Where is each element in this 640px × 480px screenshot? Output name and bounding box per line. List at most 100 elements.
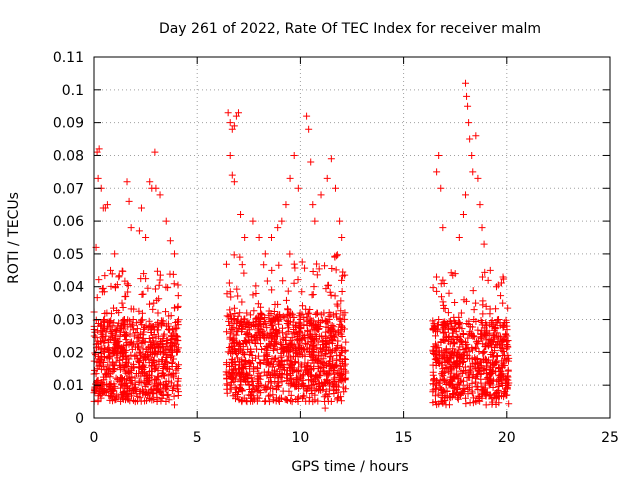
data-point <box>309 268 317 276</box>
data-point <box>325 385 333 393</box>
data-point <box>483 365 491 373</box>
data-point <box>113 326 121 334</box>
data-point <box>495 316 503 324</box>
data-point <box>250 396 258 404</box>
data-point <box>131 398 139 406</box>
data-point <box>472 383 480 391</box>
data-point <box>144 381 152 389</box>
data-point <box>456 381 464 389</box>
data-point <box>145 335 153 343</box>
data-point <box>285 328 293 336</box>
data-point <box>492 332 500 340</box>
data-point <box>462 191 470 199</box>
y-tick-label: 0.02 <box>53 345 84 361</box>
data-point <box>168 333 176 341</box>
data-point <box>450 384 458 392</box>
data-point <box>124 395 132 403</box>
data-point <box>162 386 170 394</box>
data-point <box>266 373 274 381</box>
data-point <box>164 391 172 399</box>
data-point <box>166 270 174 278</box>
data-point <box>237 211 245 219</box>
data-point <box>226 306 234 314</box>
data-point <box>466 374 474 382</box>
data-point <box>254 364 262 372</box>
data-point <box>225 313 233 321</box>
data-point <box>128 392 136 400</box>
data-point <box>278 370 286 378</box>
data-point <box>505 400 513 408</box>
data-point <box>265 358 273 366</box>
data-point <box>113 391 121 399</box>
y-tick-label: 0.11 <box>53 50 84 66</box>
data-point <box>304 310 312 318</box>
data-point <box>474 174 482 182</box>
data-point <box>230 345 238 353</box>
data-point <box>107 310 115 318</box>
data-point <box>158 394 166 402</box>
data-point <box>279 345 287 353</box>
data-point <box>234 292 242 300</box>
data-point <box>299 379 307 387</box>
data-point <box>274 300 282 308</box>
data-point <box>315 265 323 273</box>
data-point <box>245 391 253 399</box>
data-point <box>281 313 289 321</box>
data-point <box>116 332 124 340</box>
data-point <box>283 305 291 313</box>
data-point <box>137 204 145 212</box>
data-point <box>294 353 302 361</box>
data-point <box>264 344 272 352</box>
y-tick-label: 0.01 <box>53 378 84 394</box>
data-point <box>121 293 129 301</box>
data-point <box>308 322 316 330</box>
y-tick-label: 0.1 <box>62 83 84 99</box>
data-point <box>439 298 447 306</box>
data-point <box>135 227 143 235</box>
data-point <box>445 401 453 409</box>
data-point <box>269 396 277 404</box>
data-point <box>284 306 292 314</box>
data-point <box>252 282 260 290</box>
data-point <box>478 224 486 232</box>
data-point <box>327 324 335 332</box>
data-point <box>244 324 252 332</box>
data-point <box>235 358 243 366</box>
data-point <box>257 303 265 311</box>
data-point <box>118 393 126 401</box>
data-point <box>162 308 170 316</box>
data-point <box>151 365 159 373</box>
data-point <box>434 390 442 398</box>
data-point <box>111 365 119 373</box>
data-point <box>233 354 241 362</box>
data-point <box>287 381 295 389</box>
data-point <box>121 277 129 285</box>
data-point <box>113 348 121 356</box>
data-point <box>466 355 474 363</box>
data-point <box>452 364 460 372</box>
data-point <box>323 376 331 384</box>
data-point <box>453 386 461 394</box>
data-point <box>126 387 134 395</box>
data-point <box>115 273 123 281</box>
y-tick-label: 0.06 <box>53 214 84 230</box>
data-point <box>250 365 258 373</box>
data-point <box>274 383 282 391</box>
data-point <box>138 367 146 375</box>
data-point <box>444 338 452 346</box>
data-point <box>257 322 265 330</box>
data-point <box>151 376 159 384</box>
data-point <box>469 168 477 176</box>
data-point <box>335 351 343 359</box>
data-point <box>137 379 145 387</box>
data-point <box>147 386 155 394</box>
data-point <box>282 396 290 404</box>
data-point <box>234 388 242 396</box>
data-point <box>326 352 334 360</box>
data-point <box>127 338 135 346</box>
data-point <box>335 370 343 378</box>
data-point <box>292 348 300 356</box>
data-point <box>170 250 178 258</box>
data-point <box>247 360 255 368</box>
data-point <box>329 336 337 344</box>
